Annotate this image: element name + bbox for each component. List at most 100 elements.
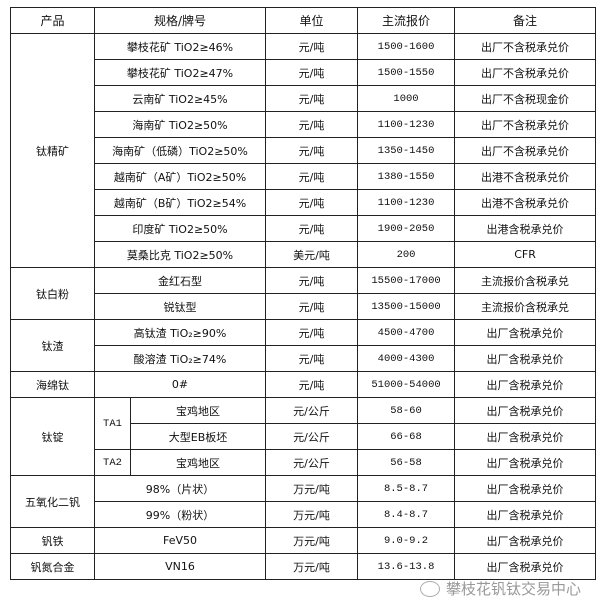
header-unit: 单位 <box>265 7 359 34</box>
note-cell: 主流报价含税承兑 <box>454 293 597 320</box>
note-cell: 出厂含税承兑价 <box>454 397 597 424</box>
note-cell: 出厂含税承兑价 <box>454 553 597 580</box>
spec-cell: 云南矿 TiO2≥45% <box>93 85 267 112</box>
price-cell: 1350-1450 <box>357 137 456 164</box>
product-cell: 钒铁 <box>10 527 95 554</box>
table-row: 酸溶渣 TiO₂≥74% 元/吨 4000-4300 出厂含税承兑价 <box>11 345 597 372</box>
note-cell: 出厂含税承兑价 <box>454 475 597 502</box>
spec-cell: 攀枝花矿 TiO2≥46% <box>93 33 267 60</box>
table-row: 钛白粉 金红石型 元/吨 15500-17000 主流报价含税承兑 <box>10 267 597 320</box>
unit-cell: 元/吨 <box>265 319 359 346</box>
table-row: TA2 宝鸡地区 元/公斤 56-58 出厂含税承兑价 <box>11 449 597 476</box>
price-cell: 58-60 <box>357 397 456 424</box>
unit-cell: 万元/吨 <box>265 475 359 502</box>
spec-cell: 大型EB板坯 <box>129 423 267 450</box>
unit-cell: 元/吨 <box>265 33 359 60</box>
note-cell: 出港不含税承兑价 <box>454 189 597 216</box>
spec-cell: 越南矿（B矿）TiO2≥54% <box>93 189 267 216</box>
price-cell: 1500-1550 <box>357 59 456 86</box>
spec-cell: 99%（粉状） <box>93 501 267 528</box>
spec-cell: 海南矿 TiO2≥50% <box>93 111 267 138</box>
price-cell: 1900-2050 <box>357 215 456 242</box>
price-cell: 66-68 <box>357 423 456 450</box>
unit-cell: 元/吨 <box>265 137 359 164</box>
unit-cell: 元/公斤 <box>265 423 359 450</box>
table-row: 钛精矿 攀枝花矿 TiO2≥46% 元/吨 1500-1600 出厂不含税承兑价 <box>10 33 597 268</box>
product-cell: 钛锭 <box>10 397 95 476</box>
table-row: 大型EB板坯 元/公斤 66-68 出厂含税承兑价 <box>11 423 597 450</box>
table-row: 越南矿（B矿）TiO2≥54% 元/吨 1100-1230 出港不含税承兑价 <box>11 189 597 216</box>
header-row: 产品 规格/牌号 单位 主流报价 备注 <box>10 7 597 34</box>
price-cell: 200 <box>357 241 456 268</box>
table-row: 莫桑比克 TiO2≥50% 美元/吨 200 CFR <box>11 241 597 268</box>
product-cell: 钛白粉 <box>10 267 95 320</box>
table-row: 钒铁 FeV50 万元/吨 9.0-9.2 出厂含税承兑价 <box>10 527 597 554</box>
unit-cell: 万元/吨 <box>265 501 359 528</box>
table-row: 钒氮合金 VN16 万元/吨 13.6-13.8 出厂含税承兑价 <box>10 553 597 580</box>
price-cell: 1100-1230 <box>357 189 456 216</box>
price-table: 产品 规格/牌号 单位 主流报价 备注 钛精矿 攀枝花矿 TiO2≥46% 元/吨 1… <box>10 7 597 580</box>
note-cell: 出厂不含税现金价 <box>454 85 597 112</box>
table-row: 海南矿（低磷）TiO2≥50% 元/吨 1350-1450 出厂不含税承兑价 <box>11 137 597 164</box>
note-cell: 出港含税承兑价 <box>454 215 597 242</box>
spec-cell: VN16 <box>93 553 267 580</box>
price-cell: 13.6-13.8 <box>357 553 456 580</box>
table-row: 印度矿 TiO2≥50% 元/吨 1900-2050 出港含税承兑价 <box>11 215 597 242</box>
spec-cell: 98%（片状） <box>93 475 267 502</box>
note-cell: 出厂含税承兑价 <box>454 345 597 372</box>
note-cell: 出厂含税承兑价 <box>454 501 597 528</box>
price-cell: 1000 <box>357 85 456 112</box>
unit-cell: 元/吨 <box>265 189 359 216</box>
unit-cell: 万元/吨 <box>265 527 359 554</box>
product-cell: 钛精矿 <box>10 33 95 268</box>
spec-cell: 攀枝花矿 TiO2≥47% <box>93 59 267 86</box>
note-cell: 出厂含税承兑价 <box>454 371 597 398</box>
unit-cell: 元/吨 <box>265 267 359 294</box>
product-cell: 钛渣 <box>10 319 95 372</box>
price-cell: 56-58 <box>357 449 456 476</box>
spec-cell: 高钛渣 TiO₂≥90% <box>93 319 267 346</box>
unit-cell: 元/公斤 <box>265 449 359 476</box>
price-cell: 51000-54000 <box>357 371 456 398</box>
price-cell: 1500-1600 <box>357 33 456 60</box>
note-cell: 出厂不含税承兑价 <box>454 59 597 86</box>
price-cell: 4000-4300 <box>357 345 456 372</box>
note-cell: 出港不含税承兑价 <box>454 163 597 190</box>
product-cell: 五氧化二钒 <box>10 475 95 528</box>
note-cell: 出厂不含税承兑价 <box>454 137 597 164</box>
note-cell: 主流报价含税承兑 <box>454 267 597 294</box>
price-cell: 4500-4700 <box>357 319 456 346</box>
price-cell: 8.5-8.7 <box>357 475 456 502</box>
table-row: 钛锭 TA1 宝鸡地区 元/公斤 58-60 出厂含税承兑价 <box>10 397 597 476</box>
note-cell: 出厂不含税承兑价 <box>454 33 597 60</box>
table-row: 云南矿 TiO2≥45% 元/吨 1000 出厂不含税现金价 <box>11 85 597 112</box>
spec-cell: 宝鸡地区 <box>129 397 267 424</box>
spec-cell: 莫桑比克 TiO2≥50% <box>93 241 267 268</box>
note-cell: 出厂含税承兑价 <box>454 527 597 554</box>
unit-cell: 元/吨 <box>265 345 359 372</box>
header-product: 产品 <box>10 7 95 34</box>
note-cell: 出厂不含税承兑价 <box>454 111 597 138</box>
table-row: 海南矿 TiO2≥50% 元/吨 1100-1230 出厂不含税承兑价 <box>11 111 597 138</box>
watermark-text: 攀枝花钒钛交易中心 <box>446 580 582 598</box>
spec-cell: 印度矿 TiO2≥50% <box>93 215 267 242</box>
spec-cell: 锐钛型 <box>93 293 267 320</box>
unit-cell: 元/吨 <box>265 59 359 86</box>
note-cell: 出厂含税承兑价 <box>454 423 597 450</box>
spec-cell: 金红石型 <box>93 267 267 294</box>
grade-cell: TA1 <box>94 397 131 450</box>
unit-cell: 元/吨 <box>265 85 359 112</box>
price-cell: 9.0-9.2 <box>357 527 456 554</box>
table-row: 锐钛型 元/吨 13500-15000 主流报价含税承兑 <box>11 293 597 320</box>
table-row: 越南矿（A矿）TiO2≥50% 元/吨 1380-1550 出港不含税承兑价 <box>11 163 597 190</box>
unit-cell: 元/吨 <box>265 111 359 138</box>
spec-cell: 宝鸡地区 <box>129 449 267 476</box>
price-cell: 1100-1230 <box>357 111 456 138</box>
table-row: 钛渣 高钛渣 TiO₂≥90% 元/吨 4500-4700 出厂含税承兑价 <box>10 319 597 372</box>
table-row: 海绵钛 0# 元/吨 51000-54000 出厂含税承兑价 <box>10 371 597 398</box>
table-row: 攀枝花矿 TiO2≥47% 元/吨 1500-1550 出厂不含税承兑价 <box>11 59 597 86</box>
grade-cell: TA2 <box>94 449 131 476</box>
unit-cell: 元/公斤 <box>265 397 359 424</box>
note-cell: CFR <box>454 241 597 268</box>
header-spec: 规格/牌号 <box>93 7 267 34</box>
